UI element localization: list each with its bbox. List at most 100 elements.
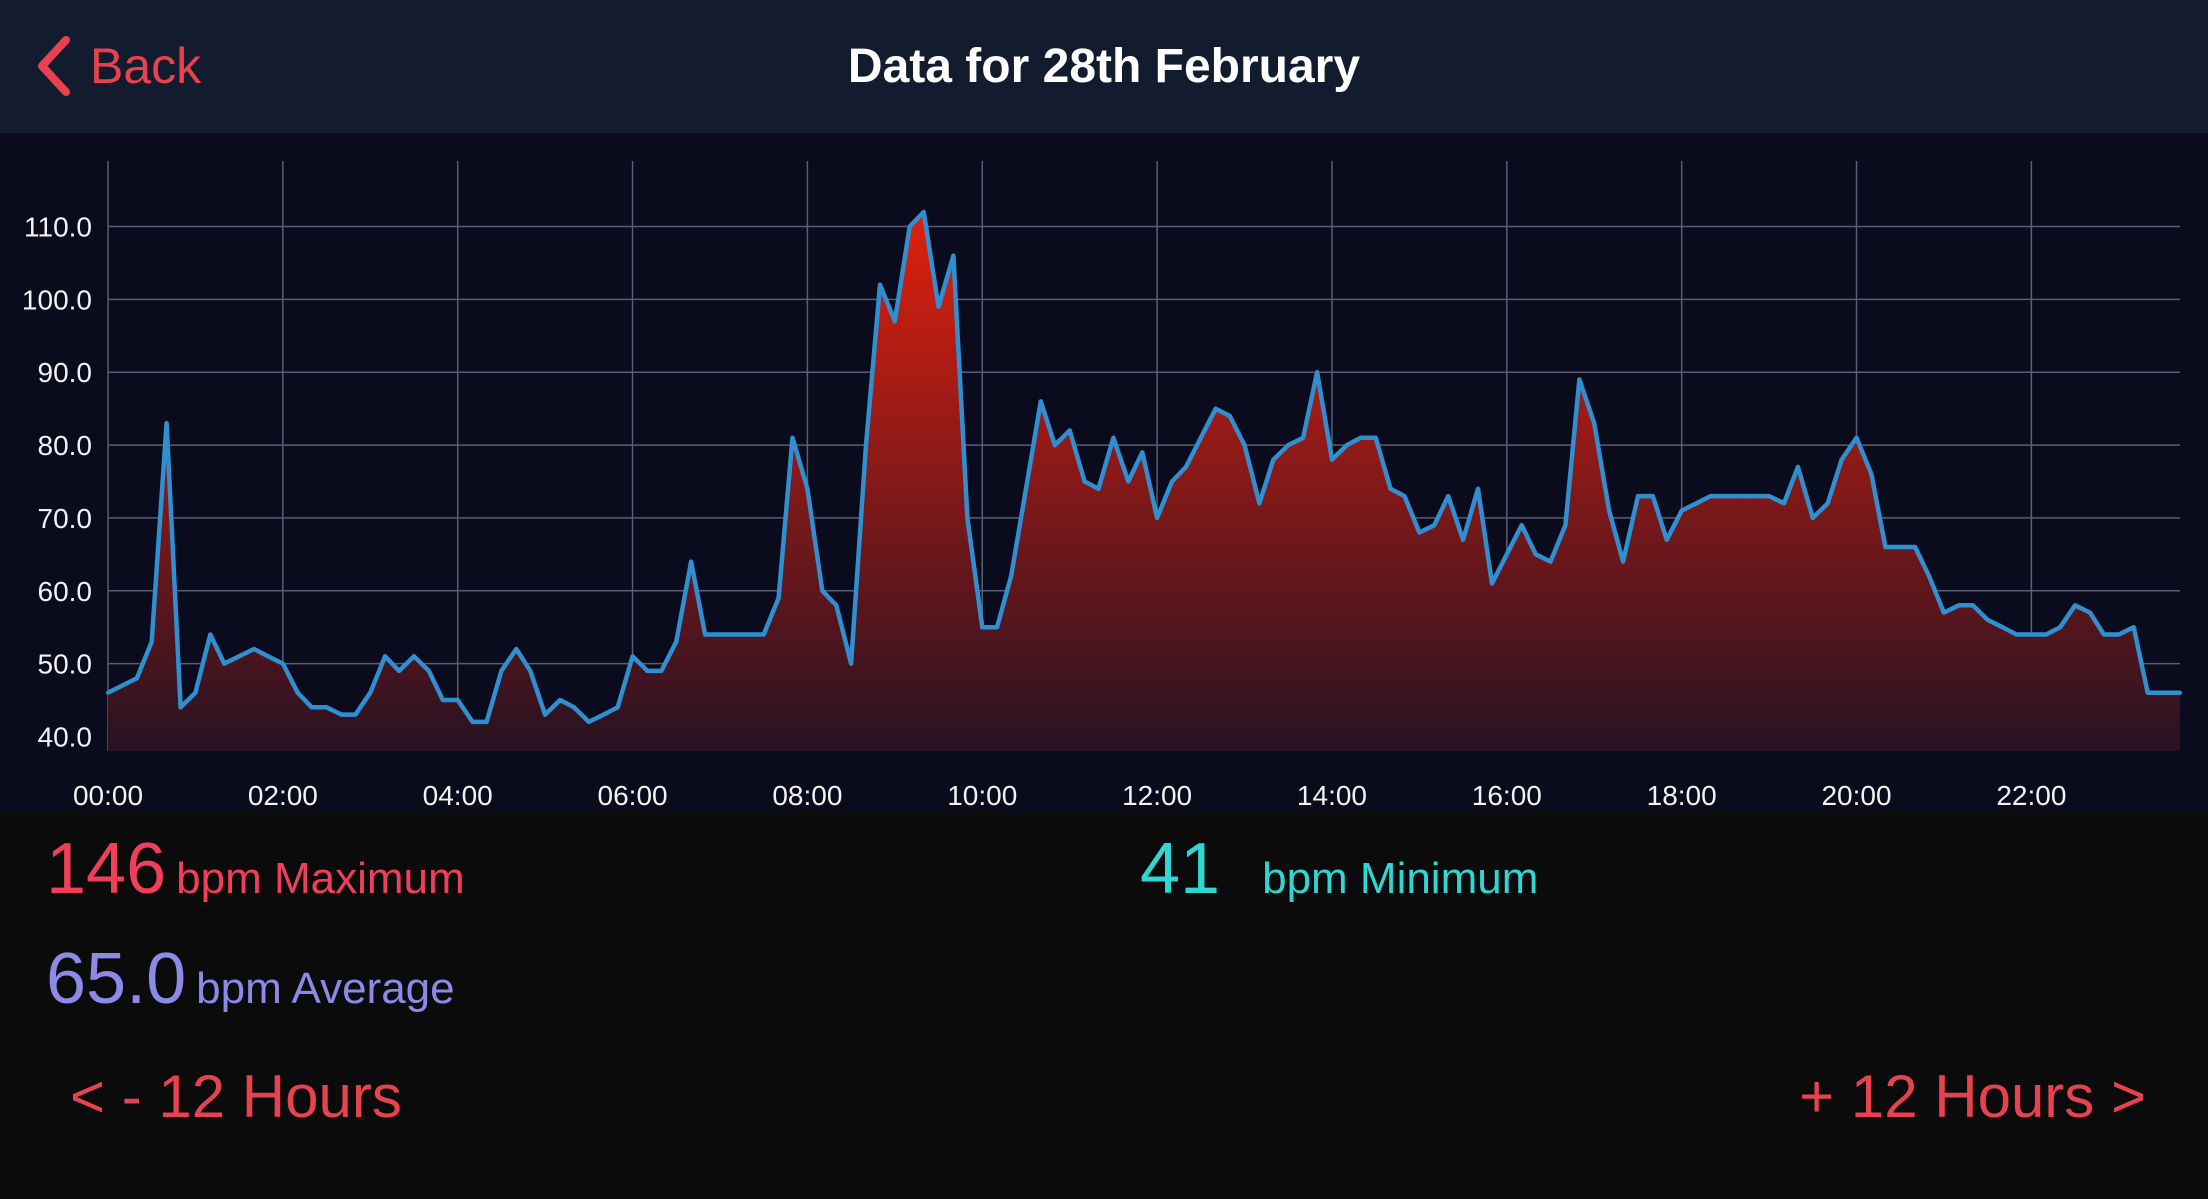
y-tick-label: 110.0 <box>24 212 92 243</box>
data-point <box>1970 603 1975 608</box>
data-point <box>106 690 110 695</box>
data-point <box>1883 545 1888 549</box>
data-point <box>2073 603 2078 608</box>
y-tick-label: 50.0 <box>38 649 93 680</box>
data-point <box>2116 632 2121 637</box>
y-tick-label: 60.0 <box>38 576 93 607</box>
data-point <box>1767 494 1772 499</box>
data-point <box>1810 515 1815 520</box>
data-point <box>703 632 708 637</box>
data-point <box>1621 559 1626 564</box>
data-point <box>965 515 970 520</box>
heart-rate-line <box>106 209 2180 725</box>
next-12-hours-button[interactable]: + 12 Hours > <box>1799 1063 2146 1130</box>
data-point <box>1752 494 1757 499</box>
data-point <box>1067 428 1072 433</box>
data-point <box>353 712 358 717</box>
data-point <box>2160 690 2165 695</box>
x-tick-label: 12:00 <box>1122 780 1192 811</box>
x-tick-label: 00:00 <box>73 780 143 811</box>
data-point <box>718 632 722 637</box>
data-point <box>426 668 431 673</box>
data-point <box>193 690 198 695</box>
data-point <box>1795 464 1800 469</box>
data-point <box>1533 552 1538 557</box>
data-point <box>528 668 533 673</box>
data-point <box>878 282 882 287</box>
data-point <box>324 705 329 710</box>
data-point <box>514 647 519 651</box>
chart-canvas: 40.0 50.0 60.0 70.0 80.0 90.0 100.0 110.0 00:00… <box>22 161 2182 811</box>
data-point <box>892 319 897 324</box>
data-point <box>1941 610 1946 615</box>
data-point <box>1417 530 1422 535</box>
data-point <box>1708 494 1713 499</box>
data-point <box>630 654 635 659</box>
data-point <box>2044 632 2049 637</box>
data-point <box>1490 581 1494 586</box>
data-point <box>1330 457 1334 462</box>
data-point <box>732 632 737 637</box>
data-point <box>1723 494 1728 499</box>
max-label: bpm Maximum <box>176 854 465 903</box>
data-point <box>412 654 416 659</box>
data-point <box>208 632 213 637</box>
data-point <box>1548 559 1553 564</box>
x-tick-label: 08:00 <box>772 780 842 811</box>
data-point <box>2014 632 2019 637</box>
data-point <box>1271 457 1276 462</box>
data-point <box>499 668 504 673</box>
data-point <box>1184 464 1188 469</box>
x-tick-label: 18:00 <box>1647 780 1717 811</box>
data-point <box>1155 515 1160 520</box>
data-point <box>921 210 926 214</box>
data-point <box>601 712 606 717</box>
data-point <box>1476 486 1480 491</box>
avg-label: bpm Average <box>196 964 455 1013</box>
data-point <box>295 690 300 695</box>
data-point <box>1985 617 1990 622</box>
data-point <box>455 698 460 702</box>
data-point <box>397 668 402 673</box>
data-point <box>1839 457 1844 462</box>
data-point <box>1854 435 1859 440</box>
data-point <box>440 698 445 702</box>
data-point <box>1140 450 1145 455</box>
data-point <box>2088 610 2092 615</box>
data-point <box>1636 494 1640 499</box>
data-point <box>484 719 489 724</box>
data-point <box>1577 377 1582 382</box>
data-point <box>951 253 956 258</box>
data-point <box>1913 545 1918 549</box>
data-point <box>178 705 183 710</box>
data-point <box>149 639 154 644</box>
data-point <box>1869 472 1874 477</box>
previous-12-hours-button[interactable]: < - 12 Hours <box>70 1063 402 1130</box>
data-point <box>746 632 751 637</box>
data-point <box>2058 625 2063 630</box>
data-point <box>1402 494 1407 499</box>
data-point <box>776 596 781 600</box>
data-point <box>674 639 679 644</box>
data-point <box>1446 494 1451 499</box>
data-point <box>1650 494 1655 499</box>
data-point <box>907 224 912 229</box>
data-point <box>1315 370 1320 375</box>
data-point <box>280 661 285 666</box>
back-button[interactable]: Back <box>34 30 201 102</box>
data-point <box>980 625 985 630</box>
data-point <box>164 421 169 426</box>
data-point <box>1038 399 1043 404</box>
data-point <box>1607 508 1612 513</box>
data-point <box>252 647 256 651</box>
data-point <box>790 435 795 440</box>
data-point <box>339 712 344 717</box>
y-tick-label: 70.0 <box>38 503 93 534</box>
data-point <box>1358 435 1363 440</box>
data-point <box>1679 508 1684 513</box>
data-point <box>2131 625 2136 630</box>
data-point <box>383 654 388 659</box>
navigation-bar: Back Data for 28th February <box>0 0 2208 134</box>
data-point <box>1301 435 1306 440</box>
data-point <box>543 712 548 717</box>
